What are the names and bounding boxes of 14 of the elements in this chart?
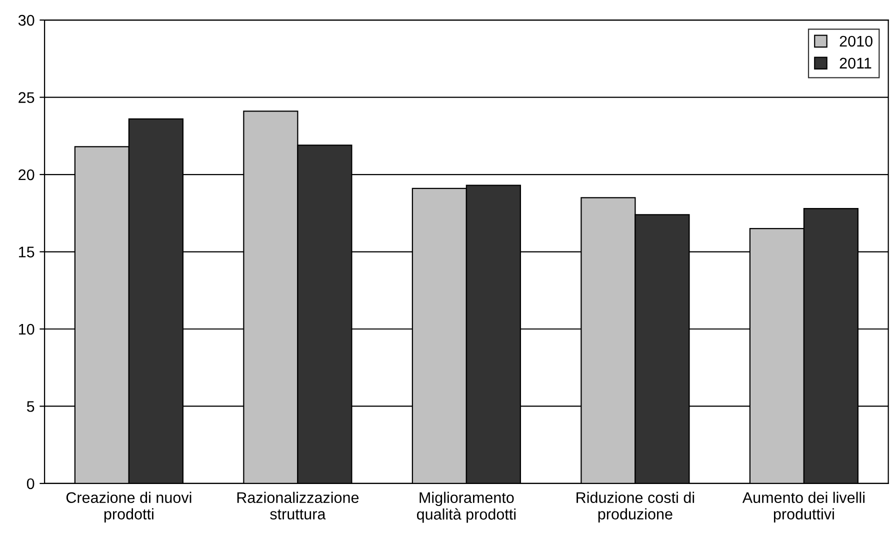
x-tick-label: Aumento dei livelli produttivi	[742, 492, 864, 522]
x-tick-label: Creazione di nuovi prodotti	[66, 492, 192, 522]
y-tick-label: 5	[26, 401, 34, 412]
x-tick-label: Riduzione costi di produzione	[576, 492, 694, 522]
x-tick-label: Razionalizzazione struttura	[237, 492, 359, 520]
legend-label: 2011	[840, 58, 872, 69]
y-tick-label: 30	[18, 14, 34, 26]
y-tick-label: 25	[18, 92, 34, 103]
y-tick-label: 20	[18, 169, 34, 180]
y-tick-label: 0	[26, 478, 34, 490]
legend-label: 2010	[840, 36, 872, 47]
y-tick-label: 15	[19, 246, 34, 258]
x-tick-label: Miglioramento qualità prodotti	[416, 492, 516, 523]
y-tick-label: 10	[19, 324, 34, 335]
